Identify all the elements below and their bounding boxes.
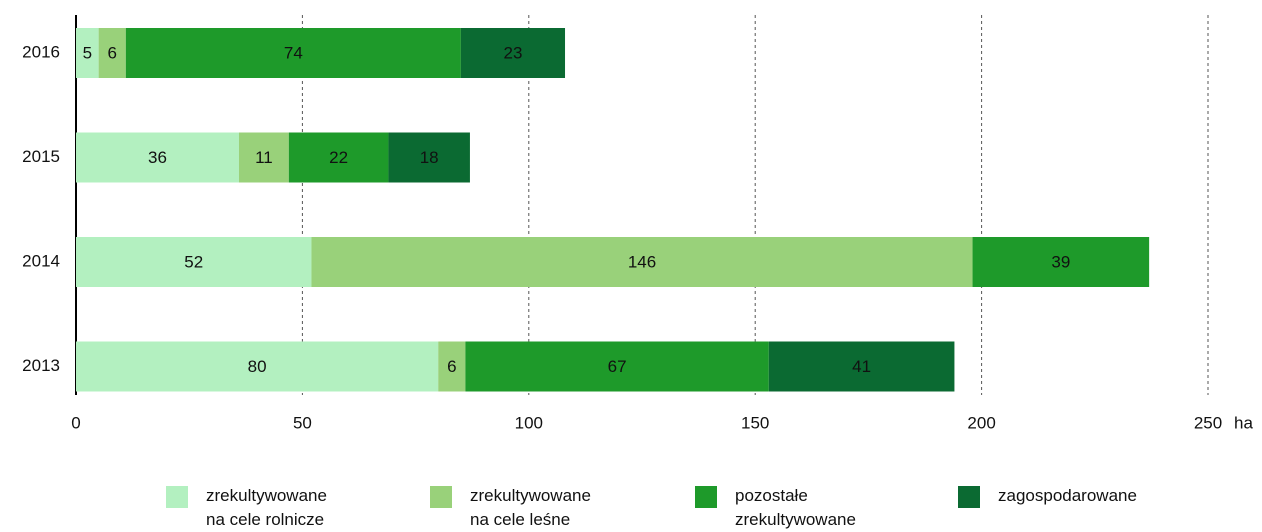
y-tick-label: 2013: [22, 356, 60, 375]
y-tick-label: 2015: [22, 147, 60, 166]
data-label: 80: [248, 357, 267, 376]
y-tick-label: 2016: [22, 42, 60, 61]
x-tick-label: 200: [967, 413, 995, 432]
legend-item: zrekultywowane na cele rolnicze: [166, 484, 346, 532]
bar-segment: [288, 132, 389, 183]
x-tick-label: 100: [515, 413, 543, 432]
data-label: 18: [420, 148, 439, 167]
data-label: 22: [329, 148, 348, 167]
data-label: 6: [107, 43, 116, 62]
data-label: 5: [83, 43, 92, 62]
legend-item: pozostałe zrekultywowane: [695, 484, 875, 532]
bar-segment: [98, 28, 126, 78]
bar-segment: [460, 28, 566, 78]
bar-segment: [125, 28, 461, 78]
legend-item: zagospodarowane: [958, 484, 1138, 508]
data-label: 36: [148, 148, 167, 167]
bar-segment: [239, 132, 289, 183]
bar-segment: [76, 237, 312, 287]
bar-segment: [465, 341, 769, 392]
legend-swatch: [958, 486, 980, 508]
legend-label: zagospodarowane: [998, 486, 1137, 505]
data-label: 6: [447, 357, 456, 376]
bar-segment: [438, 341, 466, 392]
legend-swatch: [430, 486, 452, 508]
data-label: 74: [284, 43, 303, 62]
x-tick-label: 150: [741, 413, 769, 432]
data-label: 23: [503, 43, 522, 62]
legend-swatch: [695, 486, 717, 508]
bar-segment: [76, 341, 439, 392]
bar-segment: [972, 237, 1150, 287]
legend: zrekultywowane na cele rolnicze zrekultyw…: [0, 484, 1262, 532]
data-label: 52: [184, 252, 203, 271]
data-label: 67: [608, 357, 627, 376]
legend-label: pozostałe zrekultywowane: [735, 486, 856, 529]
x-tick-label: 0: [71, 413, 80, 432]
x-axis-label: ha: [1234, 413, 1253, 432]
bar-segment: [76, 28, 99, 78]
legend-label: zrekultywowane na cele leśne: [470, 486, 591, 529]
legend-label: zrekultywowane na cele rolnicze: [206, 486, 327, 529]
x-tick-label: 250: [1194, 413, 1222, 432]
data-label: 39: [1051, 252, 1070, 271]
legend-item: zrekultywowane na cele leśne: [430, 484, 610, 532]
y-tick-label: 2014: [22, 251, 60, 270]
bar-segment: [768, 341, 955, 392]
legend-swatch: [166, 486, 188, 508]
bar-segment: [388, 132, 470, 183]
bar-segment: [76, 132, 240, 183]
data-label: 11: [255, 148, 273, 167]
x-tick-label: 50: [293, 413, 312, 432]
data-label: 146: [628, 252, 656, 271]
data-label: 41: [852, 357, 871, 376]
bar-segment: [311, 237, 973, 287]
